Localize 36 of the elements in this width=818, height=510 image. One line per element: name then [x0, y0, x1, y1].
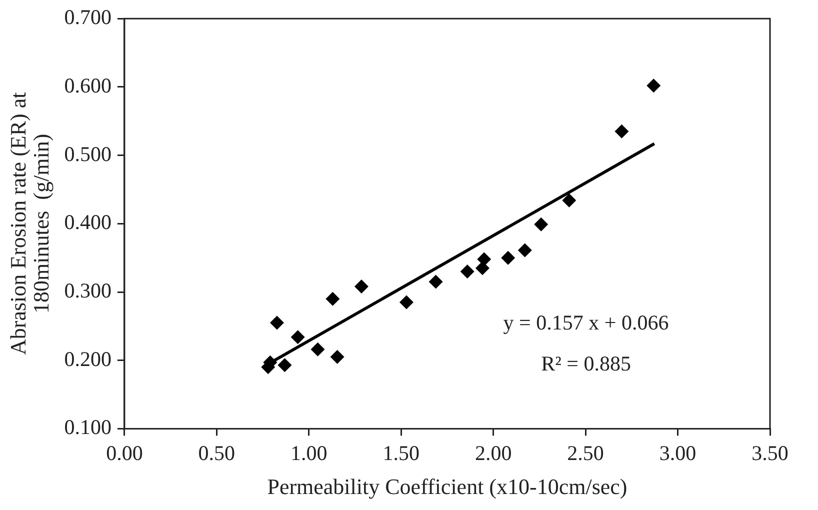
- point: [501, 250, 516, 265]
- point: [310, 342, 325, 356]
- y-tick-label: 0.200: [64, 346, 112, 371]
- x-tick-label: 3.50: [752, 440, 788, 465]
- x-tick-label: 1.50: [382, 440, 420, 465]
- y-tick-label: 0.500: [64, 142, 112, 166]
- point: [428, 274, 443, 289]
- point: [460, 264, 474, 278]
- point: [354, 280, 368, 294]
- y-tick-label: 0.700: [64, 5, 112, 30]
- y-tick-label: 0.100: [64, 415, 112, 440]
- y-tick-label: 0.400: [64, 210, 112, 234]
- point: [330, 350, 344, 364]
- point: [270, 316, 284, 330]
- point: [290, 330, 305, 344]
- x-tick-label: 0.00: [106, 440, 143, 465]
- annotation: y = 0.157 x + 0.066: [503, 310, 669, 335]
- point: [477, 252, 492, 266]
- x-tick-label: 1.00: [290, 440, 328, 465]
- x-tick-label: 2.50: [567, 440, 604, 465]
- annotation: R² = 0.885: [541, 352, 631, 376]
- point: [518, 243, 532, 258]
- y-tick-label: 0.300: [64, 278, 112, 303]
- point: [534, 217, 548, 232]
- y-tick-label: 0.600: [64, 73, 112, 98]
- x-tick-label: 2.00: [474, 440, 512, 465]
- point: [562, 193, 576, 208]
- point: [399, 295, 414, 310]
- point: [646, 78, 661, 93]
- y-axis-title: Abrasion Erosion rate (ER) at 180minutes (g/min): [5, 92, 54, 355]
- x-tick-label: 0.50: [198, 440, 236, 465]
- x-axis-title: Permeability Coefficient (x10-10cm/sec): [267, 474, 628, 500]
- point: [278, 358, 292, 372]
- point: [614, 124, 629, 138]
- x-tick-label: 3.00: [659, 440, 696, 465]
- point: [326, 292, 340, 306]
